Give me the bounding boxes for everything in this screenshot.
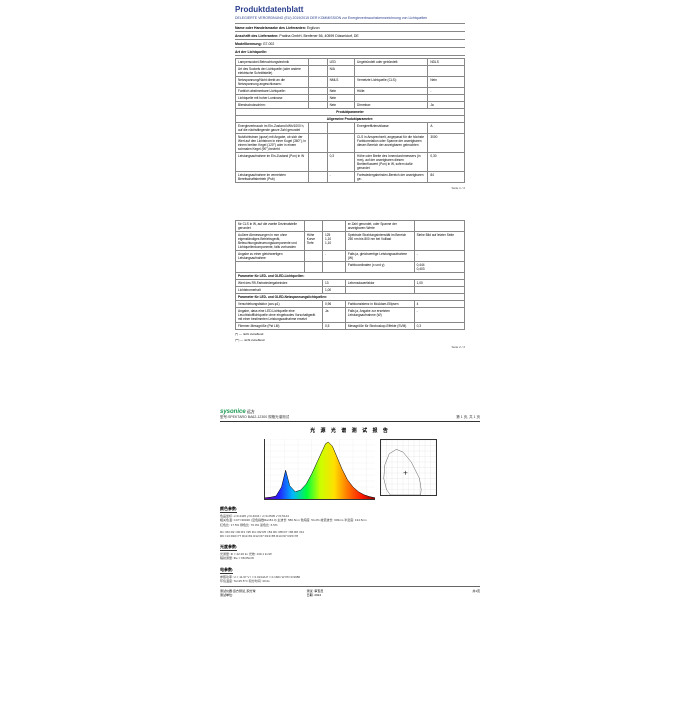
datasheet-page-1: Produktdatenblatt DELEGIERTE VERORDNUNG … bbox=[235, 5, 465, 190]
table-row: Farblich abstimmbare Lichtquelle:NeinHül… bbox=[236, 88, 465, 95]
section-elec-params: 电参数: bbox=[220, 567, 233, 574]
spec-table-2: für CLS in W, auf die zweite Dezimalstel… bbox=[235, 220, 465, 330]
footer-page: 共1页 bbox=[393, 589, 480, 597]
datasheet-page-2: für CLS in W, auf die zweite Dezimalstel… bbox=[235, 220, 465, 349]
table-row: Flimmer-Messgröße (Pst LM)0,5Messgröße f… bbox=[236, 323, 465, 330]
section-photo-params: 光度参数: bbox=[220, 544, 237, 551]
spec-table-1: Lampensockel-BeleuchtungstechnikLEDUngeb… bbox=[235, 58, 465, 183]
brand-cn: 远方 bbox=[247, 409, 255, 414]
table-row: Art des Sockels der Lichtquelle (oder an… bbox=[236, 66, 465, 77]
table-row: Blendschutzschirm:NeinDimmbar:Ja bbox=[236, 102, 465, 109]
color-params-text: 色品坐标: x=0.4445 y=0.4034 / u'=0.2505 v'=0… bbox=[220, 514, 480, 527]
section-header: Parameter für LED- und OLED-Netzspannung… bbox=[236, 294, 465, 301]
spectrum-chart bbox=[264, 439, 375, 500]
meta-row: Art der Lichtquelle: bbox=[235, 47, 465, 56]
footnote: (**) — nicht zutreffend bbox=[235, 338, 465, 342]
photo-params-text: 光通量: Φ = 22.26 lm 光效: 139.1 lm/W 辐射通量: Φ… bbox=[220, 552, 480, 560]
table-row: Angabe, dass eine LED-Lichtquelle eine L… bbox=[236, 308, 465, 323]
meta-row: Modellkennung: G7.002 bbox=[235, 39, 465, 47]
table-row: Nutzlichtstrom (φuse) mit Angabe, ob sic… bbox=[236, 134, 465, 153]
footer-operator: 测试: 审查员 日期: 2024 bbox=[307, 589, 394, 597]
table-row: für CLS in W, auf die zweite Dezimalstel… bbox=[236, 221, 465, 232]
table-row: Lampensockel-BeleuchtungstechnikLEDUngeb… bbox=[236, 59, 465, 66]
footer-instrument: 测试仪器:远方测试_积分球 测试单位: bbox=[220, 589, 307, 597]
spectrum-report-page: sysonice 远方 型号:SPEKTARO BA62-12300 规格光谱测… bbox=[220, 409, 480, 597]
page-number: Seite 1 / 2 bbox=[235, 186, 465, 190]
table-row: Leistungsaufnahme im Ein-Zustand (Pon) i… bbox=[236, 153, 465, 172]
footnote: (*) — nicht zutreffend bbox=[235, 332, 465, 336]
table-row: Lichtstromerhalt1,00 bbox=[236, 287, 465, 294]
cie-chart bbox=[380, 439, 437, 496]
meta-row: Anschrift des Lieferanten: Pratina GmbH,… bbox=[235, 31, 465, 39]
meta-row: Name oder Handelsmarke des Lieferanten: … bbox=[235, 23, 465, 31]
table-row: Leistungsaufnahme im vernetzten Bereitsc… bbox=[236, 172, 465, 183]
table-row: Angabe zu einer gleichwertigen Leistungs… bbox=[236, 251, 465, 262]
model-line: 型号:SPEKTARO BA62-12300 规格光谱测试 第 1 页, 共 1… bbox=[220, 415, 480, 422]
table-row: Außere Abmessungen in mm ohne eigenständ… bbox=[236, 232, 465, 251]
table-row: Verschiebungsfaktor (cos φ1)0,96Farbkons… bbox=[236, 301, 465, 308]
table-row: Lichtquelle mit hoher Luminanz:Nein bbox=[236, 95, 465, 102]
chart-row bbox=[220, 439, 480, 500]
section-color-params: 颜色参数: bbox=[220, 506, 237, 513]
elec-params-text: 参照功率: U = 11.97 V I = 0.0134A P = 0.1601… bbox=[220, 575, 480, 583]
table-row: Farbkoordinaten (x und y)0,444 0,403 bbox=[236, 262, 465, 273]
page-number: Seite 2 / 2 bbox=[235, 345, 465, 349]
section-header: Allgemeine Produktparameter: bbox=[236, 116, 465, 123]
table-row: Energieverbrauch im Ein-Zustand kWh/1000… bbox=[236, 123, 465, 134]
report-footer: 测试仪器:远方测试_积分球 测试单位: 测试: 审查员 日期: 2024 共1页 bbox=[220, 586, 480, 597]
table-row: Netzspannung/Nicht direkt an die Netzspa… bbox=[236, 77, 465, 88]
section-header: Parameter für LED- und OLED-Lichtquellen… bbox=[236, 273, 465, 280]
section-header: Produktparameter bbox=[236, 109, 465, 116]
doc-title: Produktdatenblatt bbox=[235, 5, 465, 14]
table-row: Wert des R9-Farbwiedergabeindex13Lebensd… bbox=[236, 280, 465, 287]
report-title: 光 源 光 谱 测 试 报 告 bbox=[220, 427, 480, 434]
doc-subtitle: DELEGIERTE VERORDNUNG (EU) 2019/2015 DER… bbox=[235, 16, 465, 20]
ri-values: R1 =83 R2 =90 R3 =95 R4 =82 R5 =83 R6 =8… bbox=[220, 530, 480, 538]
